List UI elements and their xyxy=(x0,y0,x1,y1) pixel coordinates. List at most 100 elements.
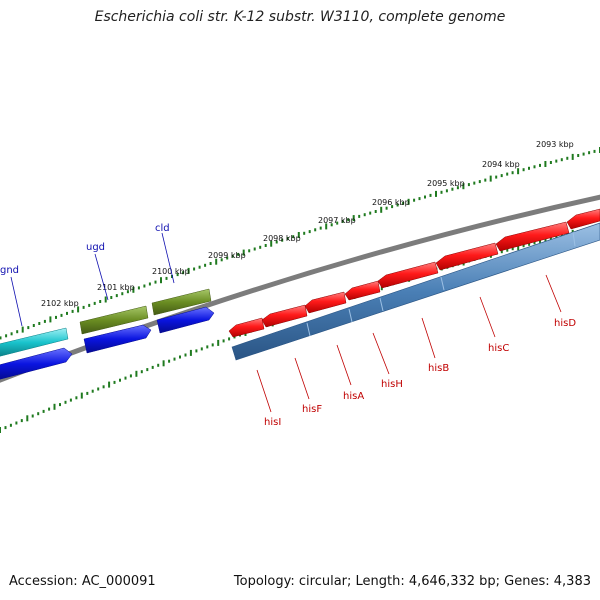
minor-tick xyxy=(528,242,531,246)
minor-tick xyxy=(43,319,46,323)
scale-label: 2094 kbp xyxy=(482,160,520,169)
minor-tick xyxy=(533,165,536,169)
minor-tick xyxy=(20,419,23,423)
minor-tick xyxy=(168,359,171,363)
minor-tick xyxy=(588,151,591,155)
minor-tick xyxy=(259,245,262,249)
minor-tick xyxy=(341,219,344,223)
major-tick xyxy=(135,370,138,377)
scale-label: 2095 kbp xyxy=(427,179,465,188)
major-tick xyxy=(517,244,520,251)
minor-tick xyxy=(506,172,509,176)
minor-tick xyxy=(209,262,212,265)
minor-tick xyxy=(511,247,514,251)
gene-label-hisD: hisD xyxy=(554,318,576,329)
minor-tick xyxy=(228,337,231,341)
minor-tick xyxy=(31,414,34,418)
major-tick xyxy=(571,153,574,160)
minor-tick xyxy=(38,322,41,325)
gene-label-ugd: ugd xyxy=(86,242,105,253)
minor-tick xyxy=(220,258,223,262)
minor-tick xyxy=(473,181,476,185)
minor-tick xyxy=(549,237,552,240)
minor-tick xyxy=(137,286,140,290)
minor-tick xyxy=(42,409,45,413)
gene-gnd xyxy=(0,327,69,357)
minor-tick xyxy=(129,374,132,378)
his-genes xyxy=(228,208,600,338)
minor-tick xyxy=(146,368,149,372)
minor-tick xyxy=(88,303,91,307)
minor-tick xyxy=(64,400,67,404)
minor-tick xyxy=(391,205,394,209)
minor-tick xyxy=(549,161,552,164)
minor-tick xyxy=(171,275,173,278)
minor-tick xyxy=(363,213,366,217)
minor-tick xyxy=(577,154,580,157)
minor-tick xyxy=(314,228,317,232)
minor-tick xyxy=(566,156,569,160)
major-tick xyxy=(462,183,465,190)
minor-tick xyxy=(182,271,185,275)
minor-tick xyxy=(200,347,203,351)
minor-tick xyxy=(286,237,289,240)
minor-tick xyxy=(374,210,377,213)
major-tick xyxy=(217,339,220,346)
minor-tick xyxy=(154,280,157,284)
minor-tick xyxy=(151,365,154,369)
minor-tick xyxy=(226,256,229,260)
minor-tick xyxy=(99,300,102,303)
scale-label: 2096 kbp xyxy=(372,198,410,207)
minor-tick xyxy=(347,218,350,222)
major-tick xyxy=(380,206,383,213)
minor-tick xyxy=(253,247,256,251)
minor-tick xyxy=(522,244,525,248)
minor-tick xyxy=(121,292,124,296)
minor-tick xyxy=(173,357,176,361)
minor-tick xyxy=(86,391,89,395)
gene-hisI xyxy=(228,317,265,338)
minor-tick xyxy=(330,223,333,227)
major-tick xyxy=(53,403,56,410)
gene-blue-2 xyxy=(83,324,152,354)
minor-tick xyxy=(402,201,405,205)
gene-label-gnd: gnd xyxy=(0,265,19,276)
genome-backbone xyxy=(0,194,600,383)
scale-label: 2093 kbp xyxy=(536,140,574,149)
minor-tick xyxy=(511,171,514,175)
minor-tick xyxy=(206,345,209,349)
minor-tick xyxy=(10,332,13,336)
major-tick xyxy=(132,286,135,293)
minor-tick xyxy=(37,412,40,416)
minor-tick xyxy=(195,349,198,353)
gene-hisC xyxy=(435,242,499,271)
minor-tick xyxy=(126,290,129,294)
minor-tick xyxy=(75,396,78,400)
minor-tick xyxy=(281,238,284,242)
minor-tick xyxy=(358,214,361,218)
minor-tick xyxy=(231,254,234,258)
minor-tick xyxy=(539,163,541,167)
minor-tick xyxy=(478,180,481,184)
minor-tick xyxy=(0,336,2,340)
minor-tick xyxy=(115,294,118,298)
minor-tick xyxy=(124,376,127,380)
operon-dividers xyxy=(306,231,576,337)
minor-tick xyxy=(413,198,416,202)
minor-tick xyxy=(176,273,179,277)
minor-tick xyxy=(237,252,240,256)
minor-tick xyxy=(560,158,563,162)
major-tick xyxy=(160,277,162,284)
minor-tick xyxy=(198,265,201,269)
major-tick xyxy=(489,175,492,182)
minor-tick xyxy=(4,426,7,430)
major-tick xyxy=(0,427,1,433)
minor-tick xyxy=(55,315,57,319)
gene-label-hisH: hisH xyxy=(381,379,403,390)
minor-tick xyxy=(369,211,372,215)
minor-tick xyxy=(110,296,113,299)
scale-label: 2097 kbp xyxy=(318,216,356,225)
minor-tick xyxy=(248,249,251,253)
minor-tick xyxy=(165,276,168,280)
minor-tick xyxy=(506,248,509,252)
